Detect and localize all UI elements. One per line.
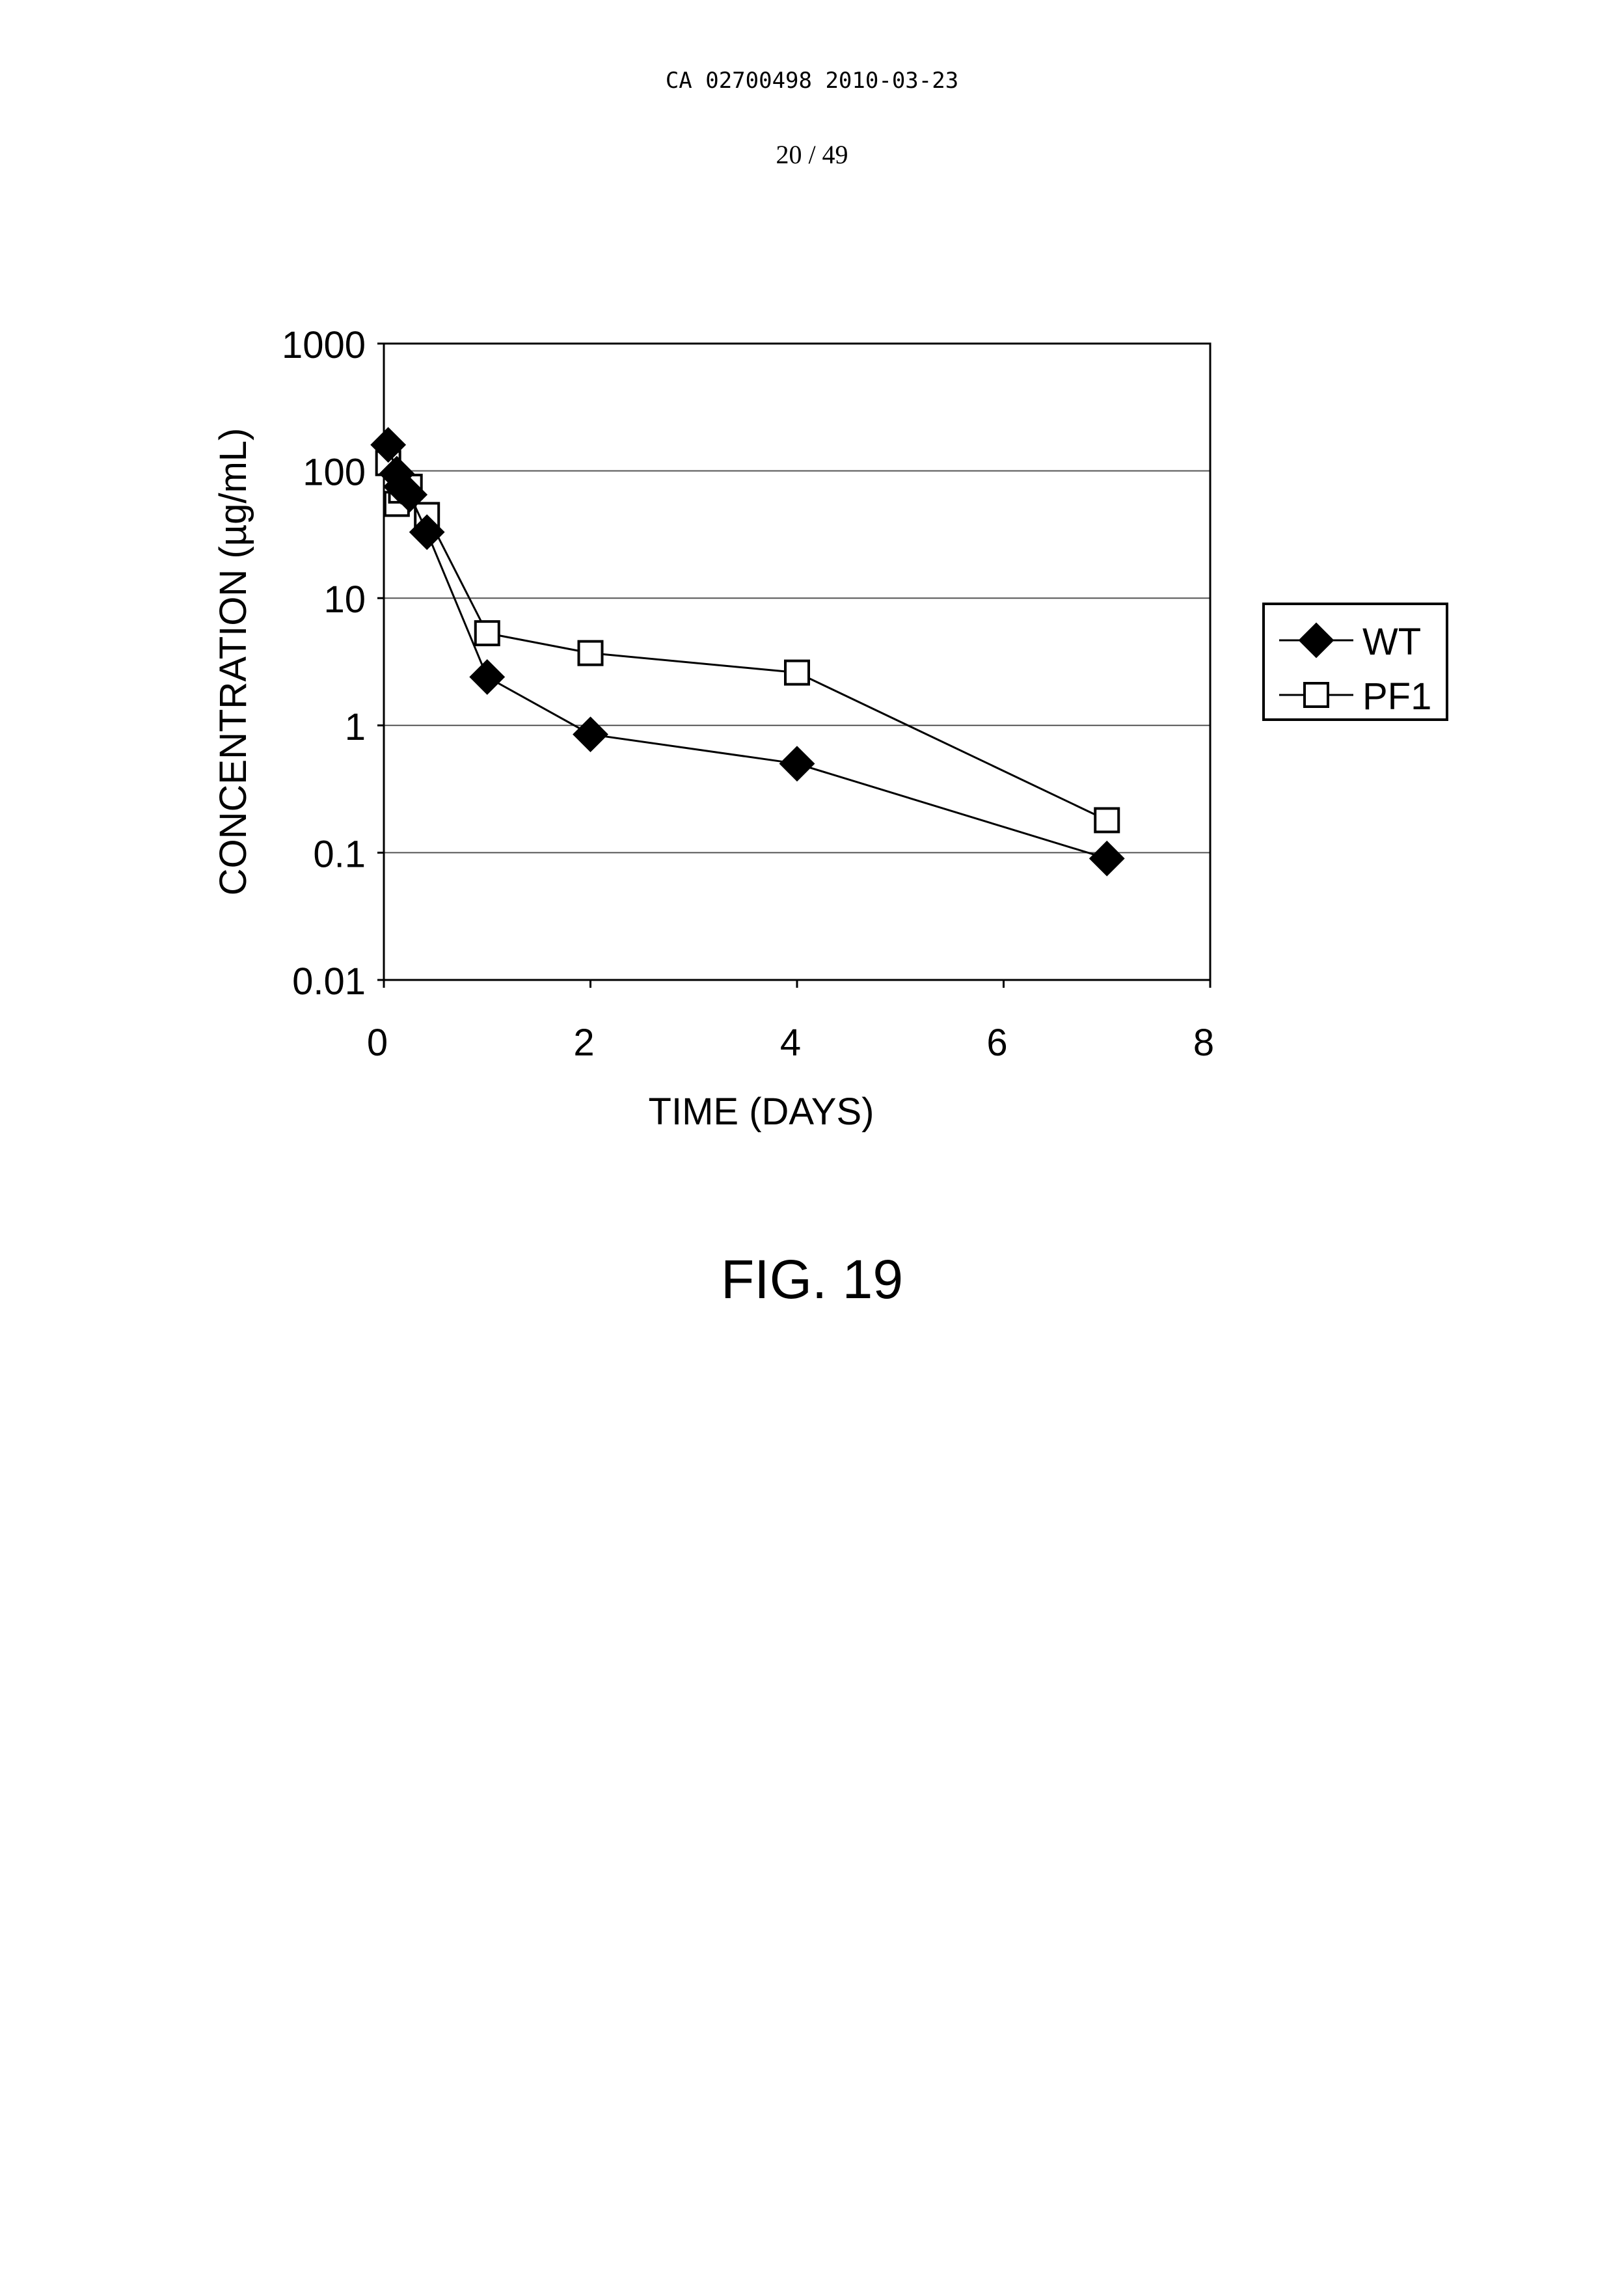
data-point-wt bbox=[780, 747, 814, 781]
x-tick-label: 6 bbox=[986, 1022, 1007, 1064]
data-point-pf1 bbox=[785, 661, 809, 685]
series-layer bbox=[372, 428, 1124, 876]
series-pf1 bbox=[377, 452, 1119, 832]
legend-label-pf1: PF1 bbox=[1362, 675, 1431, 718]
series-line-wt bbox=[388, 445, 1107, 859]
y-tick-label: 100 bbox=[303, 452, 366, 494]
concentration-time-chart: 1000 100 10 1 0.1 0.010 2 4 6 8 TIME (DAYS) CONCE… bbox=[0, 0, 1624, 1171]
y-tick-label: 1 bbox=[345, 706, 366, 748]
x-axis-label: TIME (DAYS) bbox=[649, 1091, 874, 1133]
y-tick-label: 0.01 bbox=[292, 960, 366, 1003]
legend-marker-pf1 bbox=[1305, 683, 1328, 707]
x-tick-label: 4 bbox=[780, 1022, 801, 1064]
axes: 1000 100 10 1 0.1 0.010 2 4 6 8 bbox=[282, 324, 1214, 1064]
legend-label-wt: WT bbox=[1362, 621, 1421, 663]
x-tick-label: 8 bbox=[1193, 1022, 1214, 1064]
legend: WT PF1 bbox=[1264, 604, 1447, 720]
y-tick-label: 10 bbox=[323, 578, 366, 621]
data-point-wt bbox=[574, 718, 608, 752]
data-point-pf1 bbox=[476, 621, 499, 645]
data-point-wt bbox=[470, 660, 504, 694]
y-axis-label: CONCENTRATION (µg/mL) bbox=[212, 428, 254, 896]
data-point-pf1 bbox=[1095, 808, 1118, 832]
series-wt bbox=[372, 428, 1124, 876]
data-point-pf1 bbox=[579, 642, 602, 665]
data-point-wt bbox=[1090, 841, 1124, 875]
figure-caption: FIG. 19 bbox=[0, 1248, 1624, 1311]
x-tick-label: 2 bbox=[573, 1022, 594, 1064]
y-tick-label: 0.1 bbox=[313, 833, 366, 875]
x-tick-label: 0 bbox=[367, 1022, 388, 1064]
y-tick-label: 1000 bbox=[282, 324, 366, 366]
